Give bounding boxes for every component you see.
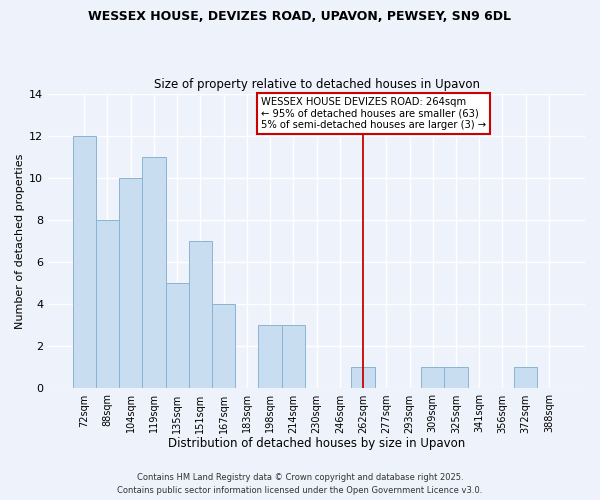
X-axis label: Distribution of detached houses by size in Upavon: Distribution of detached houses by size … (168, 437, 465, 450)
Bar (514, 368, 538, 388)
Y-axis label: Number of detached properties: Number of detached properties (15, 154, 25, 328)
Bar (166, 283, 189, 389)
Bar (352, 368, 374, 388)
Bar (259, 326, 282, 388)
Bar (282, 326, 305, 388)
Bar (73, 136, 96, 388)
Bar (212, 304, 235, 388)
Title: Size of property relative to detached houses in Upavon: Size of property relative to detached ho… (154, 78, 479, 91)
Bar (96, 220, 119, 388)
Bar (142, 157, 166, 388)
Text: WESSEX HOUSE DEVIZES ROAD: 264sqm
← 95% of detached houses are smaller (63)
5% o: WESSEX HOUSE DEVIZES ROAD: 264sqm ← 95% … (261, 96, 486, 130)
Text: WESSEX HOUSE, DEVIZES ROAD, UPAVON, PEWSEY, SN9 6DL: WESSEX HOUSE, DEVIZES ROAD, UPAVON, PEWS… (89, 10, 511, 23)
Text: Contains HM Land Registry data © Crown copyright and database right 2025.
Contai: Contains HM Land Registry data © Crown c… (118, 474, 482, 495)
Bar (445, 368, 467, 388)
Bar (421, 368, 445, 388)
Bar (189, 241, 212, 388)
Bar (119, 178, 142, 388)
